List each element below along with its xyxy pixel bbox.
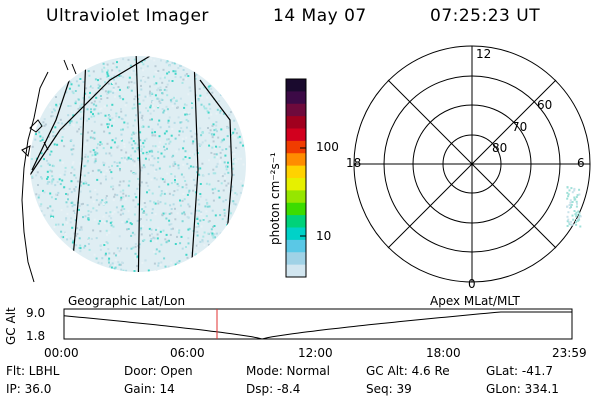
mlat-label-80: 80 (492, 141, 508, 155)
color-bar-segment (286, 91, 306, 105)
mlt-label-0: 0 (468, 277, 476, 291)
color-bar-segment (286, 239, 306, 253)
color-bar-segment (286, 140, 306, 154)
color-bar-segment (286, 215, 306, 229)
x-tick-1200: 12:00 (298, 346, 333, 360)
param-door: Door: Open (124, 364, 193, 378)
timeline-frame (63, 308, 573, 340)
color-bar-label-10: 10 (316, 229, 332, 243)
polar-diagonal-2 (387, 79, 557, 249)
x-tick-0000: 00:00 (44, 346, 79, 360)
param-seq: Seq: 39 (366, 382, 412, 396)
color-bar-label-100: 100 (316, 140, 339, 154)
altitude-curve (63, 311, 572, 340)
lat-lon-grid (30, 56, 233, 272)
param-gc-alt: GC Alt: 4.6 Re (366, 364, 450, 378)
color-bar-segment (286, 103, 306, 117)
color-bar-segment (286, 165, 306, 179)
param-glat: GLat: -41.7 (486, 364, 553, 378)
param-mode: Mode: Normal (246, 364, 330, 378)
apex-label: Apex MLat/MLT (430, 294, 520, 308)
color-bar-segment (286, 153, 306, 167)
color-bar-segment (286, 178, 306, 191)
coastline (21, 59, 77, 283)
mlat-label-70: 70 (512, 120, 528, 134)
gc-alt-axis-label: GC Alt (4, 307, 18, 345)
time-label: 07:25:23 UT (430, 6, 541, 26)
color-bar-segment (286, 264, 306, 278)
uv-image-panel (21, 56, 246, 283)
param-dsp: Dsp: -8.4 (246, 382, 301, 396)
param-filter: Flt: LBHL (6, 364, 60, 378)
mlt-label-18: 18 (346, 156, 362, 170)
polar-emission-speckles (566, 186, 582, 228)
color-bar-segment (286, 128, 306, 142)
color-scale (286, 79, 306, 278)
y-tick-9: 9.0 (26, 306, 46, 320)
param-gain: Gain: 14 (124, 382, 175, 396)
color-bar-segment (286, 79, 306, 92)
param-ip: IP: 36.0 (6, 382, 52, 396)
mlat-label-60: 60 (537, 98, 553, 112)
instrument-title: Ultraviolet Imager (46, 6, 209, 26)
mlt-label-12: 12 (476, 47, 492, 61)
x-tick-2359: 23:59 (552, 346, 587, 360)
geographic-label: Geographic Lat/Lon (68, 294, 186, 308)
color-bar-segment (286, 252, 306, 266)
altitude-timeline (63, 308, 573, 340)
polar-grid (353, 45, 591, 283)
x-tick-0600: 06:00 (170, 346, 205, 360)
color-bar-frame (285, 78, 307, 278)
mlt-label-6: 6 (577, 156, 585, 170)
color-bar-unit-label: photon cm⁻²s⁻¹ (268, 152, 282, 245)
x-tick-1800: 18:00 (426, 346, 461, 360)
color-bar-segment (286, 227, 306, 241)
color-bar (285, 78, 307, 278)
param-glon: GLon: 334.1 (486, 382, 559, 396)
date-label: 14 May 07 (273, 6, 367, 26)
color-bar-segment (286, 202, 306, 216)
color-bar-segment (286, 190, 306, 204)
y-tick-1-8: 1.8 (26, 329, 46, 343)
uv-disk (30, 56, 246, 272)
color-bar-segment (286, 116, 306, 130)
